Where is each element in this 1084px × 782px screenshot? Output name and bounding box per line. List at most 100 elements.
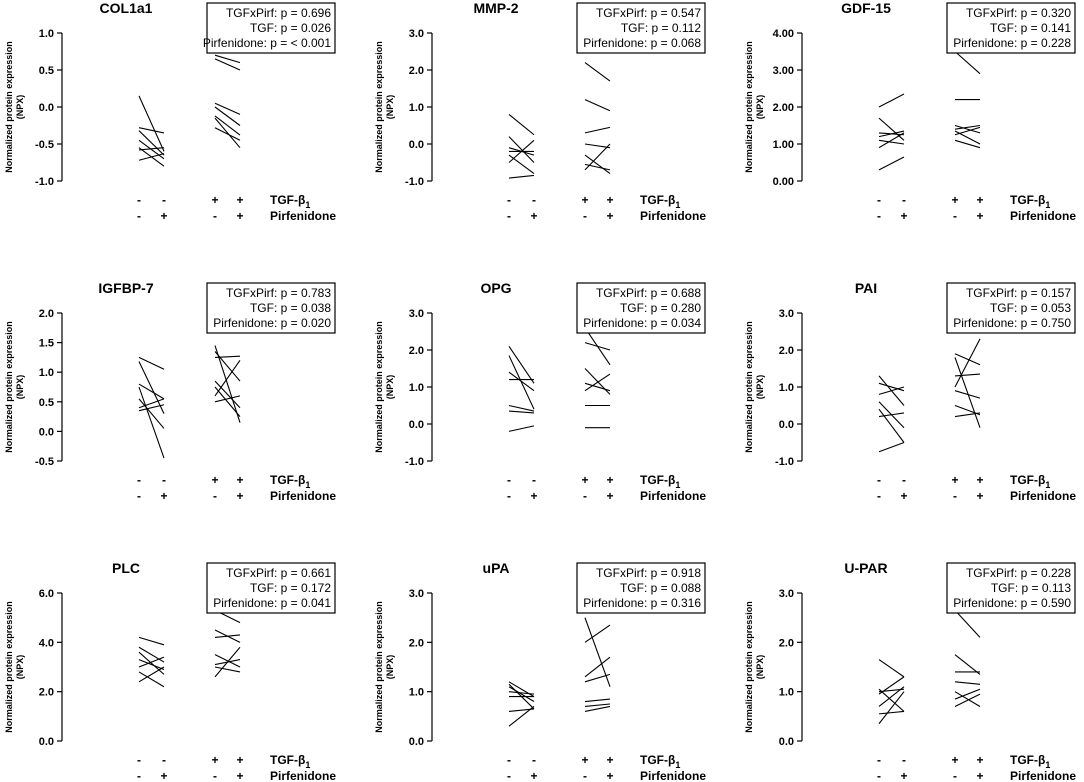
pair-line-tgf xyxy=(584,656,611,678)
pair-line-untreated xyxy=(878,710,905,715)
tgf-sign: - xyxy=(507,193,511,207)
pair-line-untreated xyxy=(138,95,165,152)
panel-title: IGFBP-7 xyxy=(98,280,153,296)
tgf-sign: + xyxy=(951,193,958,207)
pair-line-tgf xyxy=(214,360,241,397)
tgf-label-subscript: 1 xyxy=(1045,480,1050,490)
y-tick-label: 3.0 xyxy=(779,308,794,320)
pirf-sign: - xyxy=(213,209,217,223)
pirfenidone-condition-label: Pirfenidone xyxy=(270,489,336,503)
y-axis-label-unit: (NPX) xyxy=(15,655,25,680)
pair-line-untreated xyxy=(878,139,905,145)
pirf-sign: + xyxy=(236,769,243,782)
tgf-sign: - xyxy=(902,753,906,767)
tgf-condition-label: TGF-β1 xyxy=(640,473,680,490)
y-tick-label: 6.0 xyxy=(39,588,54,600)
pair-line-untreated xyxy=(508,371,535,392)
stats-box xyxy=(946,562,1076,614)
pirf-sign: - xyxy=(877,489,881,503)
pair-line-tgf xyxy=(584,703,611,708)
pair-line-tgf xyxy=(954,654,981,675)
stats-box xyxy=(206,282,336,334)
tgf-label-subscript: 1 xyxy=(1045,760,1050,770)
panel-upa: uPA 0.0 1.0 2.0 3.0 Normalized protein expres… xyxy=(374,560,706,782)
pirf-sign: - xyxy=(583,489,587,503)
pirf-sign: - xyxy=(953,209,957,223)
pirf-sign: + xyxy=(530,769,537,782)
pair-line-untreated xyxy=(138,147,165,151)
tgf-sign: + xyxy=(211,193,218,207)
tgf-sign: - xyxy=(162,753,166,767)
tgf-sign: - xyxy=(877,753,881,767)
y-tick-label: 2.00 xyxy=(773,102,794,114)
pair-line-untreated xyxy=(138,636,165,646)
pair-line-untreated xyxy=(508,706,535,727)
tgf-condition-label: TGF-β1 xyxy=(270,753,310,770)
y-axis-label: Normalized protein expression xyxy=(374,321,384,453)
pair-line-tgf xyxy=(954,681,981,685)
pair-line-tgf xyxy=(584,143,611,171)
pirf-sign: - xyxy=(507,489,511,503)
pair-line-tgf xyxy=(214,115,241,136)
pair-line-tgf xyxy=(954,412,981,418)
tgf-label-subscript: 1 xyxy=(675,480,680,490)
pair-line-untreated xyxy=(138,659,165,670)
pirf-sign: - xyxy=(583,209,587,223)
tgf-label-subscript: 1 xyxy=(1045,200,1050,210)
stats-line: TGFxPirf: p = 0.547 xyxy=(596,6,701,20)
y-axis-label: Normalized protein expression xyxy=(4,601,14,733)
pair-line-tgf xyxy=(584,126,611,134)
stats-box xyxy=(946,282,1076,334)
y-tick-label: 1.0 xyxy=(409,687,424,699)
pair-line-tgf xyxy=(954,51,981,75)
pair-line-tgf xyxy=(954,124,981,130)
y-tick-label: 3.0 xyxy=(409,28,424,40)
pirf-sign: - xyxy=(137,489,141,503)
pirf-sign: + xyxy=(160,209,167,223)
pair-line-untreated xyxy=(878,93,905,108)
panel-title: COL1a1 xyxy=(100,0,153,16)
tgf-label-text: TGF-β xyxy=(270,753,305,767)
y-tick-label: 2.0 xyxy=(39,308,54,320)
pirf-sign: - xyxy=(213,769,217,782)
tgf-sign: + xyxy=(581,473,588,487)
pair-line-tgf xyxy=(954,693,981,707)
panel-plc: PLC 0.0 2.0 4.0 6.0 Normalized protein expres… xyxy=(4,560,336,782)
y-tick-label: -0.5 xyxy=(35,139,54,151)
stats-line: TGF: p = 0.088 xyxy=(620,581,701,595)
y-tick-label: 1.0 xyxy=(39,367,54,379)
y-tick-label: 1.0 xyxy=(779,382,794,394)
pirfenidone-condition-label: Pirfenidone xyxy=(1010,209,1076,223)
pirfenidone-condition-label: Pirfenidone xyxy=(640,769,706,782)
panel-title: uPA xyxy=(483,560,510,576)
tgf-sign: - xyxy=(902,193,906,207)
stats-box xyxy=(946,2,1076,54)
stats-line: TGF: p = 0.112 xyxy=(621,21,701,35)
pair-line-untreated xyxy=(138,356,165,370)
pair-line-tgf xyxy=(954,126,981,136)
panel-title: U-PAR xyxy=(844,560,887,576)
pair-line-untreated xyxy=(138,383,165,400)
y-tick-label: -1.0 xyxy=(775,456,794,468)
pair-line-untreated xyxy=(138,127,165,134)
panel-title: GDF-15 xyxy=(841,0,891,16)
pair-line-untreated xyxy=(138,361,165,414)
stats-line: TGFxPirf: p = 0.228 xyxy=(966,566,1071,580)
tgf-condition-label: TGF-β1 xyxy=(640,193,680,210)
pair-line-tgf xyxy=(954,688,981,700)
stats-line: TGFxPirf: p = 0.783 xyxy=(226,286,331,300)
pair-line-untreated xyxy=(138,651,165,675)
tgf-label-subscript: 1 xyxy=(305,480,310,490)
tgf-condition-label: TGF-β1 xyxy=(1010,753,1050,770)
tgf-label-text: TGF-β xyxy=(640,753,675,767)
y-tick-label: -1.0 xyxy=(35,176,54,188)
pair-line-tgf xyxy=(584,624,611,643)
pair-line-untreated xyxy=(138,398,165,429)
tgf-label-text: TGF-β xyxy=(270,473,305,487)
tgf-label-text: TGF-β xyxy=(270,193,305,207)
y-axis-label-unit: (NPX) xyxy=(755,655,765,680)
tgf-sign: - xyxy=(532,753,536,767)
pair-line-tgf xyxy=(954,139,981,149)
tgf-sign: + xyxy=(976,193,983,207)
y-axis-label-unit: (NPX) xyxy=(385,375,395,400)
